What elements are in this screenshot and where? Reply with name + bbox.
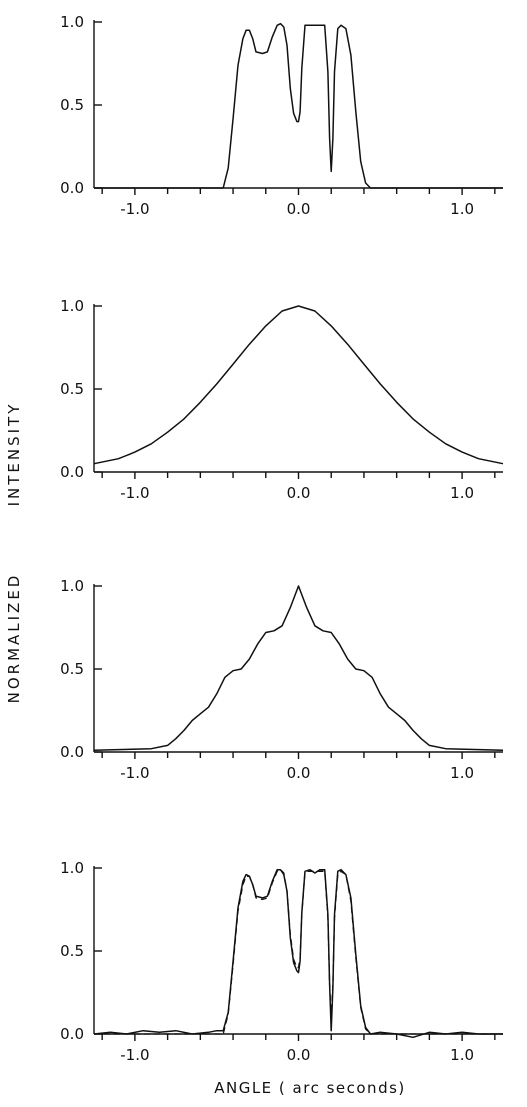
series-line-1 [93, 868, 503, 1039]
x-tick-label: 0.0 [287, 200, 311, 218]
x-tick-label: 1.0 [450, 764, 474, 782]
series-line-1 [93, 585, 504, 752]
x-tick-label: -1.0 [120, 1046, 149, 1064]
series-line-1 [93, 305, 504, 465]
y-tick-label: 1.0 [60, 577, 84, 595]
y-tick-label: 0.0 [60, 179, 84, 197]
chart-panel-3: -1.0 0.0 1.0 0.0 0.5 1.0 [60, 577, 504, 782]
x-tick-label: 0.0 [287, 484, 311, 502]
x-tick-label: -1.0 [120, 484, 149, 502]
y-tick-label: 1.0 [60, 297, 84, 315]
x-axis-label: ANGLE ( arc seconds) [214, 1079, 406, 1097]
x-tick-label: 0.0 [287, 1046, 311, 1064]
x-tick-label: 1.0 [450, 1046, 474, 1064]
x-tick-label: -1.0 [120, 200, 149, 218]
chart-panel-4: -1.0 0.0 1.0 0.0 0.5 1.0 [60, 859, 503, 1064]
series-line-1 [94, 22, 503, 189]
x-tick-label: -1.0 [120, 764, 149, 782]
chart-panel-2: -1.0 0.0 1.0 0.0 0.5 1.0 [60, 297, 504, 502]
series-line-2-dashed [94, 868, 503, 1035]
y-axis-label-word-1: NORMALIZED [5, 573, 23, 704]
y-tick-label: 0.5 [60, 660, 84, 678]
x-tick-label: 1.0 [450, 200, 474, 218]
y-axis-label-word-2: INTENSITY [5, 402, 23, 507]
y-tick-label: 0.0 [60, 463, 84, 481]
y-tick-label: 0.0 [60, 743, 84, 761]
y-tick-label: 0.5 [60, 96, 84, 114]
y-tick-label: 1.0 [60, 859, 84, 877]
chart-panel-1: -1.0 0.0 1.0 0.0 0.5 1.0 [60, 13, 503, 218]
y-tick-label: 0.5 [60, 380, 84, 398]
x-tick-label: 0.0 [287, 764, 311, 782]
x-tick-label: 1.0 [450, 484, 474, 502]
y-tick-label: 0.5 [60, 942, 84, 960]
y-tick-label: 0.0 [60, 1025, 84, 1043]
y-tick-label: 1.0 [60, 13, 84, 31]
